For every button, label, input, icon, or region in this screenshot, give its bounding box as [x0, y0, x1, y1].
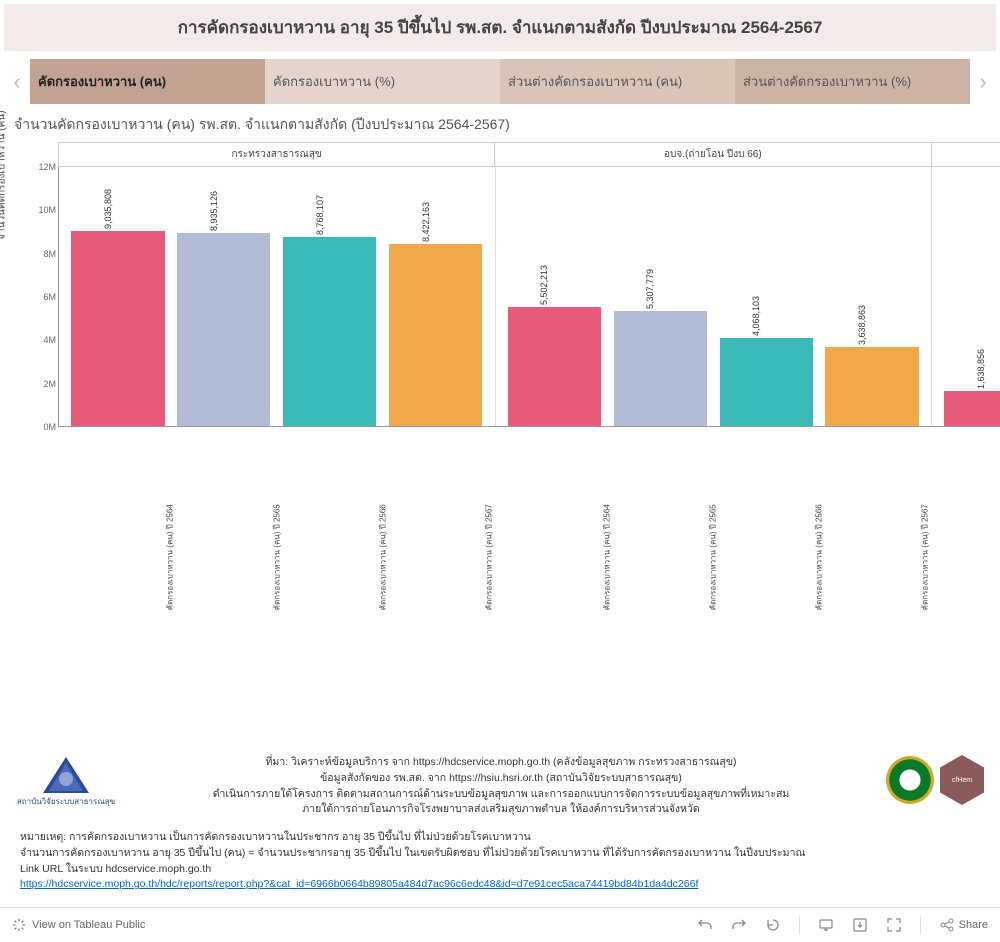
tableau-icon [12, 918, 26, 932]
xaxis-label: คัดกรองเบาหวาน (คน) ปี 2566 [376, 517, 476, 610]
bar-group[interactable]: 8,422,163 [389, 167, 482, 426]
hsiu-link[interactable]: https://hsiu.hsri.or.th [449, 772, 543, 784]
bar-group[interactable]: 9,035,808 [71, 167, 164, 426]
logo-hsri-caption: สถาบันวิจัยระบบสาธารณสุข [17, 795, 115, 808]
tab-percent[interactable]: คัดกรองเบาหวาน (%) [265, 59, 500, 104]
bar-value-label: 3,638,863 [857, 305, 867, 345]
bar-value-label: 5,502,213 [539, 265, 549, 305]
bar-group[interactable]: 8,768,107 [283, 167, 376, 426]
bar-group[interactable]: 4,068,103 [720, 167, 813, 426]
xaxis-label: คัดกรองเบาหวาน (คน) ปี 2567 [919, 517, 1000, 610]
view-on-tableau-button[interactable]: View on Tableau Public [12, 918, 145, 932]
bar-value-label: 1,638,856 [976, 349, 986, 389]
bar-value-label: 8,935,126 [209, 191, 219, 231]
chart-panel: 5,502,2135,307,7794,068,1033,638,863 [496, 167, 933, 426]
panel-header: อบจ.(ถ่ายโอน ปีงบ 67) [932, 143, 1000, 166]
bar-value-label: 8,422,163 [421, 202, 431, 242]
bar[interactable]: 8,422,163 [389, 244, 482, 426]
xaxis-label: คัดกรองเบาหวาน (คน) ปี 2564 [164, 517, 264, 610]
tabs-prev-arrow[interactable]: ‹ [4, 62, 30, 102]
tab-diff-count[interactable]: ส่วนต่างคัดกรองเบาหวาน (คน) [500, 59, 735, 104]
footer-source: ที่มา: วิเคราะห์ข้อมูลบริการ จาก https:/… [128, 755, 874, 818]
logo-cfhem: cfHem [940, 755, 984, 805]
panel-header: อบจ.(ถ่ายโอน ปีงบ 66) [495, 143, 931, 166]
bar[interactable]: 4,068,103 [720, 338, 813, 426]
share-icon [939, 917, 955, 933]
bar-value-label: 8,768,107 [315, 195, 325, 235]
tabs-next-arrow[interactable]: › [970, 62, 996, 102]
chart-area: กระทรวงสาธารณสุขอบจ.(ถ่ายโอน ปีงบ 66)อบจ… [8, 142, 1000, 751]
bar[interactable]: 5,502,213 [508, 307, 601, 426]
bar[interactable]: 8,935,126 [177, 233, 270, 426]
bar-group[interactable]: 5,307,779 [614, 167, 707, 426]
ytick: 4M [43, 335, 56, 345]
tab-count[interactable]: คัดกรองเบาหวาน (คน) [30, 59, 265, 104]
logo-moph [886, 756, 934, 804]
fullscreen-icon[interactable] [886, 917, 902, 933]
panel-header: กระทรวงสาธารณสุข [59, 143, 495, 166]
xaxis-label: คัดกรองเบาหวาน (คน) ปี 2565 [270, 517, 370, 610]
xaxis-label: คัดกรองเบาหวาน (คน) ปี 2565 [706, 517, 806, 610]
xaxis-label: คัดกรองเบาหวาน (คน) ปี 2564 [600, 517, 700, 610]
chart-subtitle: จำนวนคัดกรองเบาหวาน (คน) รพ.สต. จำแนกตาม… [14, 114, 986, 136]
tableau-toolbar: View on Tableau Public Share [0, 907, 1000, 942]
ytick: 12M [38, 162, 56, 172]
ytick: 8M [43, 249, 56, 259]
bar-group[interactable]: 1,638,856 [944, 167, 1000, 426]
bar[interactable]: 3,638,863 [825, 347, 918, 426]
bar-value-label: 9,035,808 [103, 189, 113, 229]
ytick: 6M [43, 292, 56, 302]
xaxis-label: คัดกรองเบาหวาน (คน) ปี 2567 [482, 517, 582, 610]
chart-panel: 1,638,8561,608,0541,533,732973,845 [932, 167, 1000, 426]
redo-icon[interactable] [731, 917, 747, 933]
bar-group[interactable]: 3,638,863 [825, 167, 918, 426]
bar-value-label: 4,068,103 [751, 296, 761, 336]
page-title: การคัดกรองเบาหวาน อายุ 35 ปีขึ้นไป รพ.สต… [4, 4, 996, 51]
ytick: 0M [43, 422, 56, 432]
ytick: 10M [38, 205, 56, 215]
download-icon[interactable] [852, 917, 868, 933]
undo-icon[interactable] [697, 917, 713, 933]
share-label: Share [959, 919, 988, 931]
share-button[interactable]: Share [939, 917, 988, 933]
chart-panel: 9,035,8088,935,1268,768,1078,422,163 [59, 167, 496, 426]
source-link[interactable]: https://hdcservice.moph.go.th [413, 756, 550, 768]
bar-group[interactable]: 5,502,213 [508, 167, 601, 426]
bar[interactable]: 1,638,856 [944, 391, 1000, 426]
bar-value-label: 5,307,779 [645, 269, 655, 309]
report-link[interactable]: https://hdcservice.moph.go.th/hdc/report… [20, 878, 698, 890]
logo-hsri: สถาบันวิจัยระบบสาธารณสุข [16, 755, 116, 808]
bar[interactable]: 8,768,107 [283, 237, 376, 426]
ytick: 2M [43, 379, 56, 389]
xaxis-label: คัดกรองเบาหวาน (คน) ปี 2566 [813, 517, 913, 610]
yaxis-label: จำนวนคัดกรองเบาหวาน (คน) [0, 111, 10, 240]
bar-group[interactable]: 8,935,126 [177, 167, 270, 426]
tabs-container: ‹ คัดกรองเบาหวาน (คน) คัดกรองเบาหวาน (%)… [4, 59, 996, 104]
footer-notes: หมายเหตุ: การคัดกรองเบาหวาน เป็นการคัดกร… [0, 822, 1000, 901]
bar[interactable]: 9,035,808 [71, 231, 164, 426]
device-icon[interactable] [818, 917, 834, 933]
revert-icon[interactable] [765, 917, 781, 933]
tab-diff-percent[interactable]: ส่วนต่างคัดกรองเบาหวาน (%) [735, 59, 970, 104]
view-on-tableau-label: View on Tableau Public [32, 919, 145, 931]
bar[interactable]: 5,307,779 [614, 311, 707, 426]
